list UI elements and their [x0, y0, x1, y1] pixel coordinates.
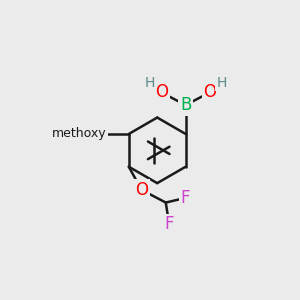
Text: O: O [92, 125, 105, 143]
Text: H: H [217, 76, 227, 90]
Text: O: O [155, 83, 168, 101]
Text: F: F [181, 189, 190, 207]
Text: F: F [164, 215, 174, 233]
Text: methoxy: methoxy [52, 128, 106, 140]
Text: B: B [180, 96, 191, 114]
Text: O: O [203, 83, 216, 101]
Text: O: O [135, 181, 148, 199]
Text: H: H [144, 76, 154, 90]
